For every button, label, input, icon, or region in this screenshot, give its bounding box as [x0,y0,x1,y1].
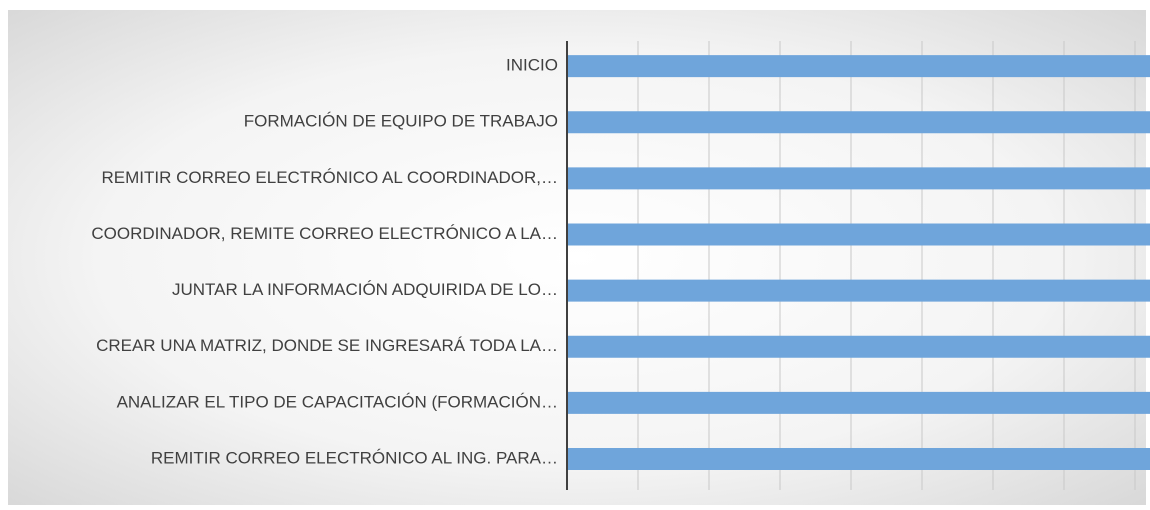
bar-segment [567,55,1150,78]
category-label: FORMACIÓN DE EQUIPO DE TRABAJO [244,112,558,131]
bar-segment [567,279,1150,302]
category-label: REMITIR CORREO ELECTRÓNICO AL ING. PARA… [151,448,558,467]
category-label: ANALIZAR EL TIPO DE CAPACITACIÓN (FORMAC… [117,392,558,411]
category-label: REMITIR CORREO ELECTRÓNICO AL COORDINADO… [101,168,558,187]
category-label: COORDINADOR, REMITE CORREO ELECTRÓNICO A… [91,224,558,243]
chart-background [8,10,1146,505]
bar-segment [567,447,1150,470]
bar-segment [567,391,1150,414]
bar-segment [567,111,1150,134]
bar-segment [567,167,1150,190]
category-label: JUNTAR LA INFORMACIÓN ADQUIRIDA DE LO… [172,280,558,299]
bar-segment [567,223,1150,246]
category-label: INICIO [506,56,558,75]
bar-segment [567,335,1150,358]
category-label: CREAR UNA MATRIZ, DONDE SE INGRESARÁ TOD… [96,336,558,355]
